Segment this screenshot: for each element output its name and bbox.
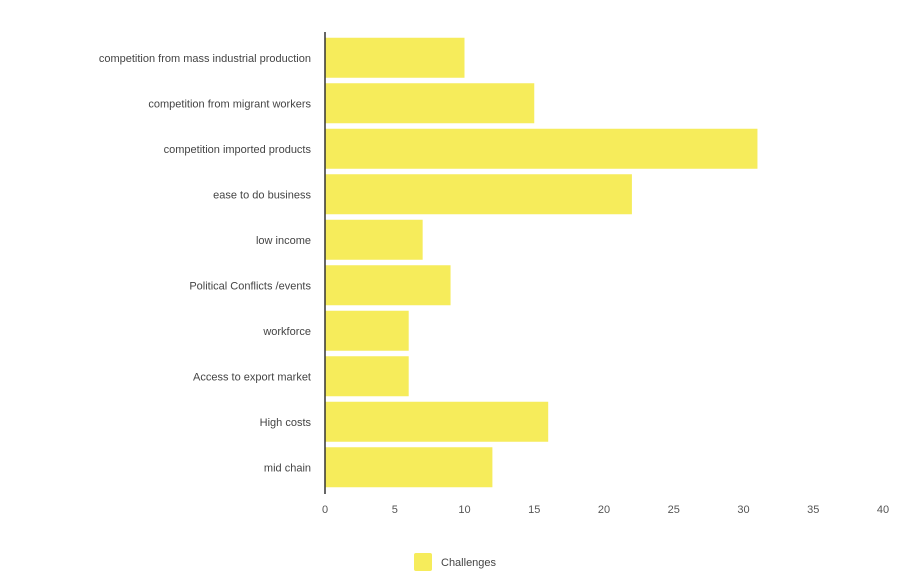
category-label: ease to do business xyxy=(213,189,311,201)
category-label: workforce xyxy=(262,326,311,338)
x-tick-label: 35 xyxy=(807,504,819,516)
x-tick-label: 20 xyxy=(598,504,610,516)
bars-group xyxy=(325,37,758,488)
category-label: low income xyxy=(256,235,311,247)
bar-6 xyxy=(325,265,451,306)
category-label: Access to export market xyxy=(193,371,311,383)
x-tick-labels: 0 5 10 15 20 25 30 35 40 xyxy=(322,504,889,516)
bar-9 xyxy=(325,401,549,442)
category-label: competition imported products xyxy=(164,144,312,156)
category-label: Political Conflicts /events xyxy=(189,280,311,292)
x-tick-label: 15 xyxy=(528,504,540,516)
category-label: competition from mass industrial product… xyxy=(99,53,311,65)
bar-1 xyxy=(325,37,465,78)
category-label: competition from migrant workers xyxy=(148,98,311,110)
x-tick-label: 5 xyxy=(392,504,398,516)
bar-10 xyxy=(325,447,493,488)
bar-7 xyxy=(325,310,409,351)
category-label: High costs xyxy=(260,417,312,429)
legend-label: Challenges xyxy=(441,557,497,569)
x-tick-label: 40 xyxy=(877,504,889,516)
bar-8 xyxy=(325,356,409,397)
bar-5 xyxy=(325,219,423,260)
bar-4 xyxy=(325,174,632,215)
x-tick-label: 10 xyxy=(458,504,470,516)
legend: Challenges xyxy=(414,553,497,571)
bar-2 xyxy=(325,83,535,124)
legend-swatch xyxy=(414,553,432,571)
category-label: mid chain xyxy=(264,462,311,474)
bar-3 xyxy=(325,128,758,169)
category-labels: competition from mass industrial product… xyxy=(99,53,312,475)
x-tick-label: 30 xyxy=(737,504,749,516)
x-tick-label: 0 xyxy=(322,504,328,516)
x-tick-label: 25 xyxy=(668,504,680,516)
